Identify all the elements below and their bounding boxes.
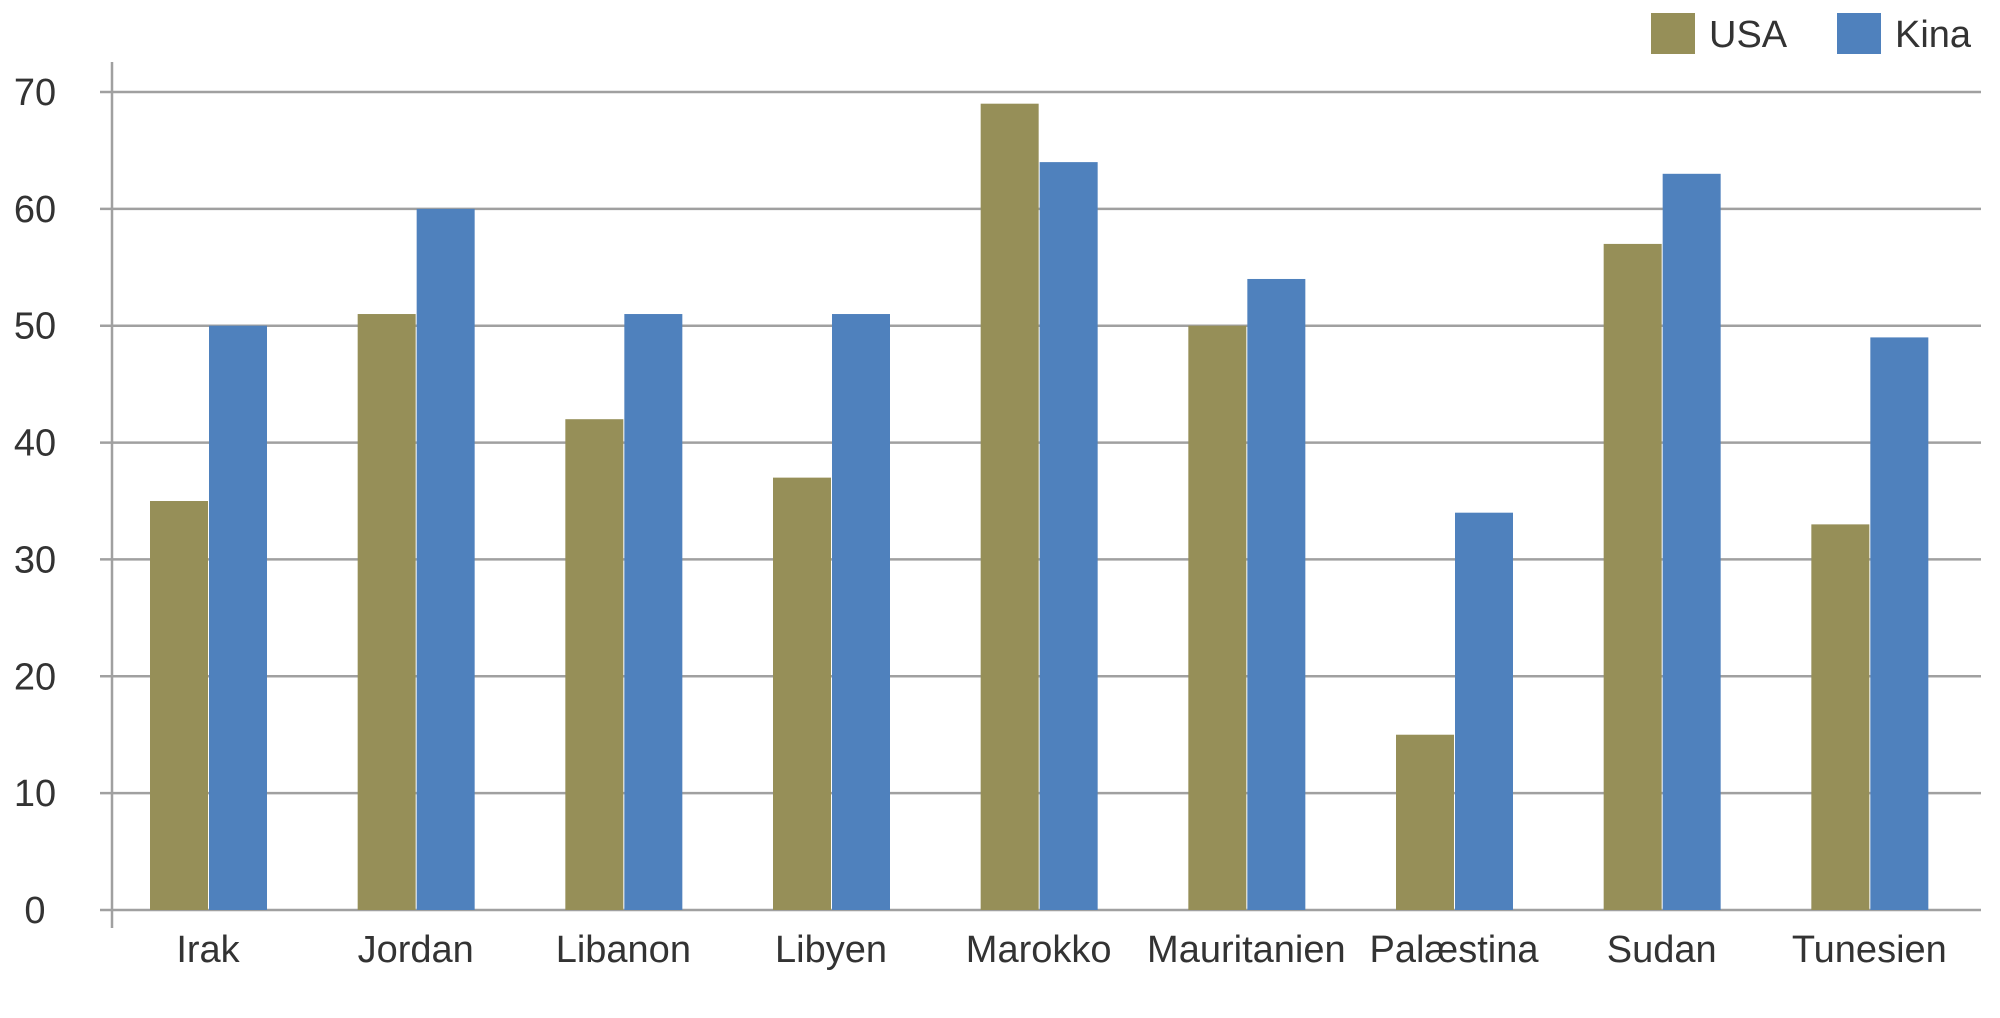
y-tick-label: 50 — [14, 306, 56, 348]
x-tick-label: Marokko — [966, 929, 1112, 971]
bar-kina-libyen — [832, 314, 890, 910]
bar-kina-mauritanien — [1247, 278, 1306, 910]
legend-swatch-kina — [1837, 13, 1881, 54]
bar-usa-marokko — [980, 103, 1039, 910]
legend-label-usa: USA — [1709, 14, 1788, 56]
y-tick-label: 30 — [14, 539, 56, 581]
x-tick-labels: Irak Jordan Libanon Libyen Marokko Mauritanie… — [176, 929, 1946, 971]
bar-kina-tunesien — [1870, 337, 1929, 910]
x-tick-label: Jordan — [358, 929, 474, 971]
bar-kina-marokko — [1039, 162, 1098, 911]
legend-swatch-usa — [1651, 13, 1695, 54]
bars — [150, 103, 1929, 911]
x-tick-label: Mauritanien — [1147, 929, 1346, 971]
bar-kina-irak — [209, 325, 267, 910]
x-tick-label: Sudan — [1607, 929, 1717, 971]
x-tick-label: Irak — [176, 929, 240, 971]
bar-usa-libanon — [565, 419, 624, 910]
legend: USA Kina — [1651, 13, 1972, 56]
bar-kina-jordan — [416, 208, 475, 910]
y-tick-label: 60 — [14, 189, 56, 231]
y-tick-label: 40 — [14, 423, 56, 465]
x-tick-label: Libyen — [775, 929, 887, 971]
bar-kina-libanon — [624, 314, 683, 910]
y-tick-label: 0 — [24, 890, 45, 932]
bar-kina-palæstina — [1455, 512, 1513, 910]
y-tick-label: 10 — [14, 773, 56, 815]
bar-usa-palæstina — [1396, 734, 1454, 910]
y-tick-labels: 0 10 20 30 40 50 60 70 — [14, 72, 56, 932]
bar-usa-libyen — [773, 477, 831, 910]
bar-usa-sudan — [1603, 243, 1662, 910]
bar-usa-jordan — [357, 314, 416, 910]
bar-usa-irak — [150, 501, 208, 910]
bar-usa-tunesien — [1811, 524, 1870, 910]
y-tick-label: 70 — [14, 72, 56, 114]
x-tick-label: Tunesien — [1792, 929, 1947, 971]
x-tick-label: Palæstina — [1370, 929, 1540, 971]
legend-label-kina: Kina — [1895, 14, 1972, 56]
x-tick-label: Libanon — [556, 929, 691, 971]
bar-usa-mauritanien — [1188, 325, 1247, 910]
y-tick-label: 20 — [14, 656, 56, 698]
bar-kina-sudan — [1662, 173, 1721, 911]
